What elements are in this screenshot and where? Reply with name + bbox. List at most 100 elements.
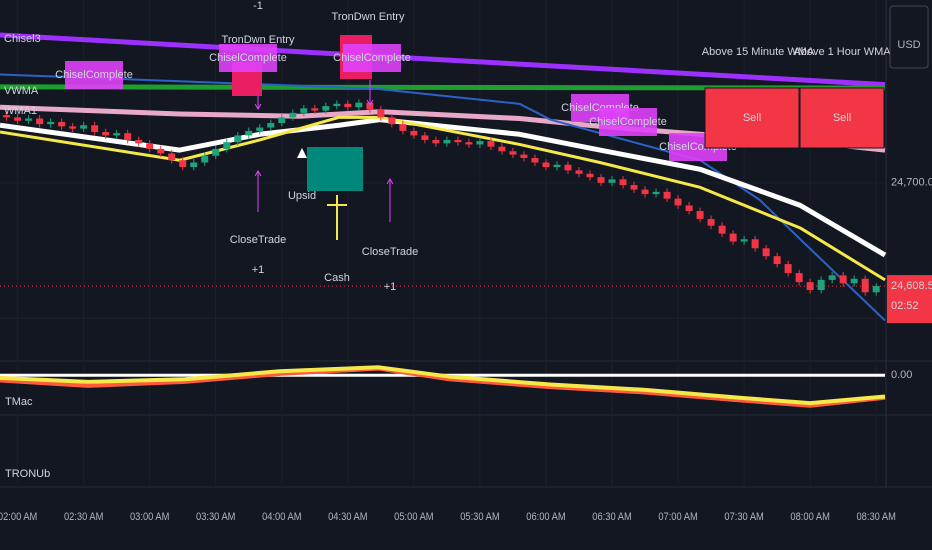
candle-body — [212, 148, 220, 156]
candle-body — [553, 164, 561, 168]
candle-body — [113, 133, 121, 136]
candle-body — [608, 179, 616, 183]
x-tick-label: 08:00 AM — [790, 511, 829, 523]
candle-body — [531, 157, 539, 163]
candle-body — [278, 117, 286, 124]
candle-body — [872, 286, 880, 293]
candle-body — [179, 160, 187, 168]
indicator-line — [0, 115, 886, 282]
countdown: 02:52 — [891, 300, 919, 312]
candle-body — [300, 108, 308, 113]
table-cell-text: Sell — [833, 112, 851, 124]
candles — [3, 99, 880, 296]
indicator-line — [0, 32, 886, 88]
candle-body — [718, 225, 726, 234]
candle-body — [223, 142, 231, 149]
candle-body — [542, 162, 550, 168]
table-cell-text: Sell — [743, 112, 761, 124]
last-price-label: 24,608.50 — [891, 280, 932, 292]
indicator-line — [0, 117, 887, 258]
annotation: -1 — [253, 0, 263, 12]
candle-body — [751, 239, 759, 249]
candle-body — [377, 109, 385, 118]
candle-body — [366, 102, 374, 110]
candle-body — [333, 103, 341, 107]
x-tick-label: 07:30 AM — [724, 511, 763, 523]
candle-body — [773, 256, 781, 265]
candle-body — [696, 211, 704, 219]
candle-body — [630, 185, 638, 190]
candle-body — [586, 173, 594, 178]
oscillator-line — [0, 365, 886, 406]
x-tick-label: 05:30 AM — [460, 511, 499, 523]
candle-body — [256, 127, 264, 131]
x-tick-label: 03:30 AM — [196, 511, 235, 523]
candle-body — [146, 143, 154, 149]
candle-body — [245, 130, 253, 136]
candle-body — [795, 273, 803, 283]
currency: USD — [897, 39, 920, 51]
candle-body — [509, 151, 517, 155]
candle-body — [597, 177, 605, 183]
candle-body — [443, 139, 451, 144]
signal-box — [307, 147, 363, 191]
candle-body — [619, 179, 627, 186]
candle-body — [663, 191, 671, 199]
candle-body — [520, 154, 528, 158]
table-header: Above 1 Hour WMA — [793, 46, 891, 58]
candle-body — [575, 170, 583, 174]
candle-body — [817, 279, 825, 291]
candle-body — [80, 125, 88, 129]
candle-body — [135, 139, 143, 144]
x-tick-label: 03:00 AM — [130, 511, 169, 523]
candle-body — [828, 275, 836, 280]
candle-body — [454, 139, 462, 143]
candle-body — [641, 189, 649, 195]
candle-body — [234, 135, 242, 143]
candle-body — [806, 282, 814, 291]
candle-body — [157, 148, 165, 154]
annotation-box — [599, 108, 657, 136]
candle-body — [36, 118, 44, 125]
legend-label: WMA1 — [4, 105, 37, 117]
x-tick-label: 08:30 AM — [856, 511, 895, 523]
annotation-box — [65, 61, 123, 89]
marker — [327, 195, 347, 240]
x-tick-label: 07:00 AM — [658, 511, 697, 523]
candle-body — [355, 102, 363, 108]
currency-box — [889, 5, 929, 69]
candle-body — [3, 115, 11, 118]
candle-body — [190, 162, 198, 168]
axes: 02:00 AM 02:30 AM 03:00 AM 03:30 AM 04:00 AM… — [0, 33, 932, 523]
candle-body — [707, 218, 715, 226]
annotation: TronDwn Entry — [222, 34, 295, 46]
candle-body — [322, 106, 330, 111]
candle-body — [861, 278, 869, 293]
candle-body — [421, 135, 429, 140]
legend-label: VWMA — [4, 85, 39, 97]
table-header: Above 15 Minute WMA — [702, 46, 815, 58]
candle-body — [498, 146, 506, 152]
annotation-box — [343, 44, 401, 72]
annotation: ChiselComplete — [333, 52, 411, 64]
y-tick-label: 0.00 — [891, 369, 912, 381]
annotation: Upsid — [288, 190, 316, 202]
annotation: +1 — [252, 264, 265, 276]
candle-body — [58, 121, 66, 127]
candle-body — [729, 233, 737, 242]
table-cell — [704, 87, 800, 149]
last-price-box — [887, 275, 932, 324]
candle-body — [762, 248, 770, 257]
annotation: TronDwn Entry — [332, 11, 405, 23]
candle-body — [344, 103, 352, 108]
annotation: ChiselComplete — [209, 52, 287, 64]
table-cell — [799, 87, 885, 149]
arrow — [366, 80, 374, 106]
candle-body — [102, 132, 110, 136]
candle-body — [784, 264, 792, 274]
candle-body — [201, 155, 209, 163]
candle-body — [69, 126, 77, 129]
